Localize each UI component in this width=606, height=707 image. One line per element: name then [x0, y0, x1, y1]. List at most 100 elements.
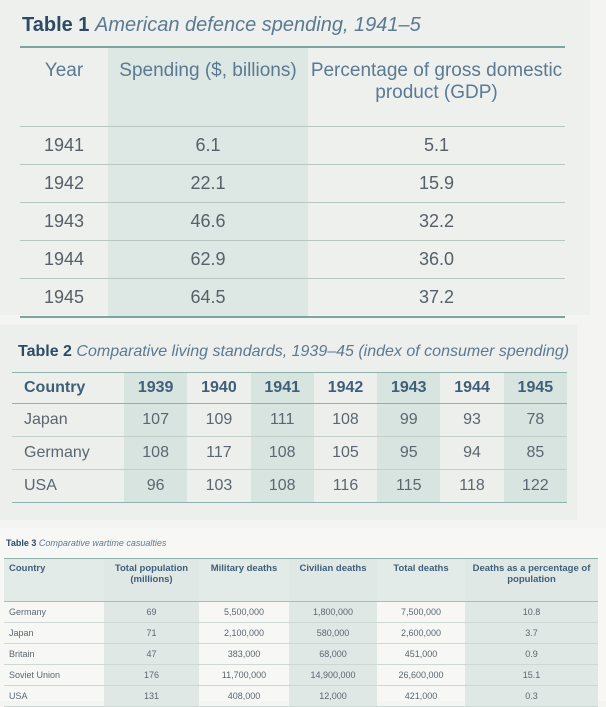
table3-caption: Comparative wartime casualties	[38, 538, 167, 548]
table-cell: 26,600,000	[377, 664, 465, 686]
table-cell: 107	[124, 403, 188, 437]
table-row: USA 131 408,000 12,000 421,000 0.3	[4, 685, 598, 707]
table3-header-percentage: Deaths as a percentage of population	[465, 558, 598, 602]
table-cell: 36.0	[308, 240, 565, 279]
table3-header-row: Country Total population (millions) Mili…	[4, 558, 598, 602]
table-cell: 15.1	[465, 664, 598, 686]
table-cell: 1941	[20, 126, 108, 165]
table-cell: 421,000	[377, 685, 465, 707]
table-cell: 96	[124, 469, 188, 503]
table2-header-row: Country 1939 1940 1941 1942 1943 1944 19…	[12, 372, 567, 404]
table3-header-total: Total deaths	[377, 558, 465, 602]
table-cell: 108	[313, 403, 378, 437]
table3-block: Table 3 Comparative wartime casualties C…	[0, 528, 606, 707]
table1-header-spending: Spending ($, billions)	[108, 46, 308, 127]
table-cell: 12,000	[289, 685, 377, 707]
table-cell: 108	[250, 469, 314, 503]
table-cell: 408,000	[199, 685, 289, 707]
table-cell: 108	[124, 436, 188, 470]
table-cell: 22.1	[108, 164, 308, 203]
table-cell: 580,000	[289, 622, 377, 644]
table2-caption: Comparative living standards, 1939–45 (i…	[76, 343, 570, 360]
table-cell: 1944	[20, 240, 108, 279]
table1-number: Table 1	[22, 14, 90, 36]
table-cell: Japan	[4, 622, 104, 644]
table-cell: Germany	[12, 436, 124, 470]
table2-header-year: 1940	[187, 372, 251, 404]
table-cell: USA	[12, 469, 124, 503]
table-row: 1941 6.1 5.1	[20, 126, 565, 165]
table-cell: 10.8	[465, 601, 598, 623]
table-cell: 6.1	[108, 126, 308, 165]
table-cell: 0.9	[465, 643, 598, 665]
table-cell: 451,000	[377, 643, 465, 665]
table3-header-civilian: Civilian deaths	[289, 558, 377, 602]
table-row: 1942 22.1 15.9	[20, 164, 565, 203]
table3-header-population: Total population (millions)	[104, 558, 199, 602]
table-cell: 0.3	[465, 685, 598, 707]
table-cell: 99	[377, 403, 441, 437]
table-cell: 37.2	[308, 278, 565, 318]
table-cell: 95	[377, 436, 441, 470]
table-row: Soviet Union 176 11,700,000 14,900,000 2…	[4, 664, 598, 686]
table2-block: Table 2 Comparative living standards, 19…	[0, 325, 577, 520]
table2: Country 1939 1940 1941 1942 1943 1944 19…	[12, 372, 567, 503]
table-row: 1945 64.5 37.2	[20, 278, 565, 318]
table-cell: 85	[503, 436, 567, 470]
table-cell: 15.9	[308, 164, 565, 203]
table-cell: 109	[187, 403, 251, 437]
table-cell: 3.7	[465, 622, 598, 644]
table2-header-year: 1942	[313, 372, 378, 404]
table2-title: Table 2 Comparative living standards, 19…	[18, 343, 569, 361]
table-cell: Britain	[4, 643, 104, 665]
table-cell: 11,700,000	[199, 664, 289, 686]
table2-header-country: Country	[12, 372, 124, 404]
table1-header-row: Year Spending ($, billions) Percentage o…	[20, 46, 565, 127]
table-cell: 93	[440, 403, 504, 437]
table-cell: 131	[104, 685, 199, 707]
table1-header-year: Year	[20, 46, 108, 127]
table-row: USA 96 103 108 116 115 118 122	[12, 469, 567, 503]
table-cell: 105	[313, 436, 378, 470]
table1-block: Table 1 American defence spending, 1941–…	[0, 0, 590, 318]
table-cell: 94	[440, 436, 504, 470]
table1-title: Table 1 American defence spending, 1941–…	[22, 14, 421, 37]
table-cell: 117	[187, 436, 251, 470]
table3-header-country: Country	[4, 558, 104, 602]
table-cell: 62.9	[108, 240, 308, 279]
table-cell: 32.2	[308, 202, 565, 241]
table1-caption: American defence spending, 1941–5	[95, 14, 421, 36]
table-cell: 111	[250, 403, 314, 437]
table-cell: 1,800,000	[289, 601, 377, 623]
table-row: 1944 62.9 36.0	[20, 240, 565, 279]
table3-number: Table 3	[6, 538, 37, 548]
table2-header-year: 1941	[250, 372, 314, 404]
table2-header-year: 1943	[377, 372, 441, 404]
table-row: 1943 46.6 32.2	[20, 202, 565, 241]
table-cell: 108	[250, 436, 314, 470]
table2-header-year: 1945	[503, 372, 567, 404]
table-cell: 5,500,000	[199, 601, 289, 623]
table-cell: Soviet Union	[4, 664, 104, 686]
table-cell: Germany	[4, 601, 104, 623]
table-cell: 176	[104, 664, 199, 686]
table-row: Germany 69 5,500,000 1,800,000 7,500,000…	[4, 601, 598, 623]
table-cell: 2,100,000	[199, 622, 289, 644]
table-cell: 68,000	[289, 643, 377, 665]
table-cell: 64.5	[108, 278, 308, 318]
table-cell: 122	[503, 469, 567, 503]
table1-header-gdp: Percentage of gross domestic product (GD…	[308, 46, 565, 127]
table2-header-year: 1939	[124, 372, 188, 404]
table-cell: 69	[104, 601, 199, 623]
table3-title: Table 3 Comparative wartime casualties	[6, 538, 166, 548]
table-cell: 118	[440, 469, 504, 503]
table-cell: 2,600,000	[377, 622, 465, 644]
table3: Country Total population (millions) Mili…	[4, 558, 598, 707]
table-cell: 78	[503, 403, 567, 437]
table1: Year Spending ($, billions) Percentage o…	[20, 46, 565, 318]
table-row: Germany 108 117 108 105 95 94 85	[12, 436, 567, 470]
table-cell: 116	[313, 469, 378, 503]
table-row: Japan 107 109 111 108 99 93 78	[12, 403, 567, 437]
table-row: Japan 71 2,100,000 580,000 2,600,000 3.7	[4, 622, 598, 644]
table-cell: 5.1	[308, 126, 565, 165]
